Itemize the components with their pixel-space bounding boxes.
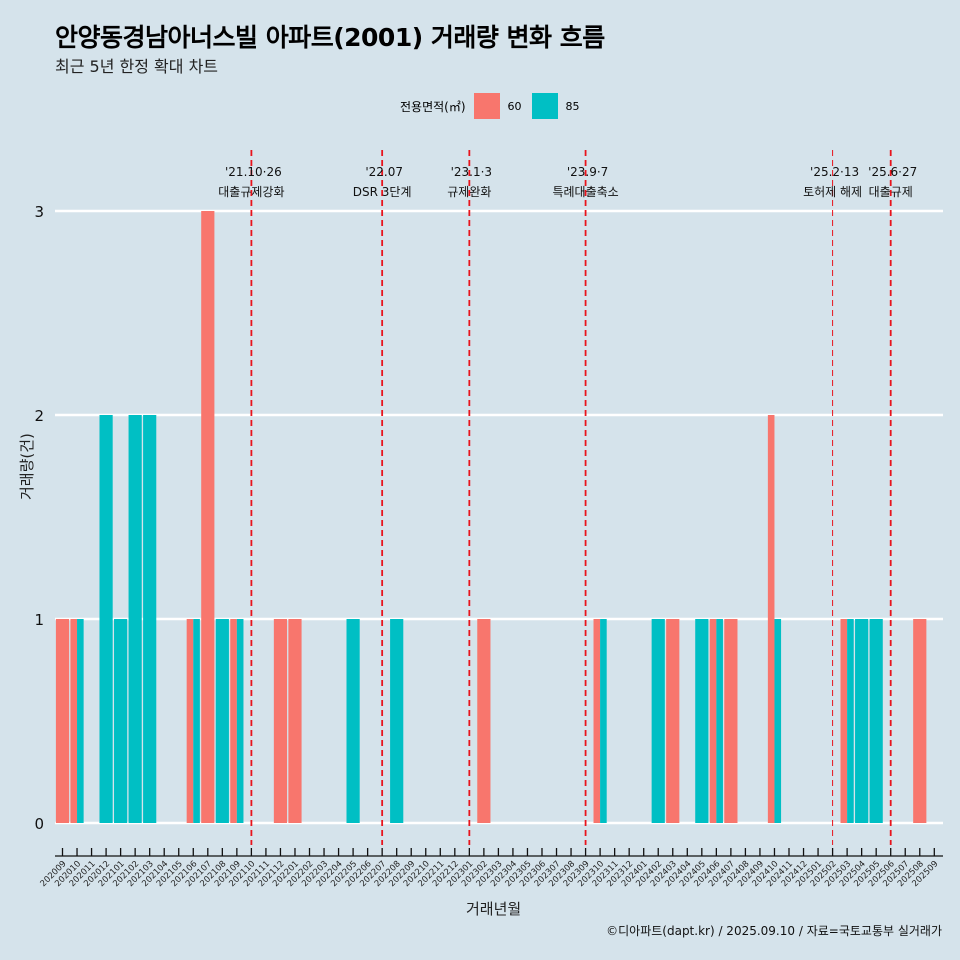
bar-85 (99, 415, 113, 823)
event-date: '25.6·27 (868, 165, 917, 179)
y-tick-label: 0 (34, 815, 44, 833)
bar-60 (288, 619, 302, 823)
event-label: 규제완화 (447, 185, 491, 199)
event-date: '23.1·3 (451, 165, 492, 179)
legend-label-85: 85 (565, 99, 580, 113)
bar-85 (600, 619, 607, 823)
bar-60 (593, 619, 601, 823)
bar-85 (716, 619, 723, 823)
event-lines (250, 150, 892, 845)
legend: 전용면적(㎡) 60 85 (400, 93, 590, 119)
bar-85 (77, 619, 84, 823)
event-label: 대출규제 (869, 185, 913, 199)
bar-60 (70, 619, 78, 823)
legend-title: 전용면적(㎡) (400, 99, 466, 114)
bar-85 (869, 619, 883, 823)
y-tick-label: 1 (34, 611, 44, 629)
bar-85 (390, 619, 404, 823)
bar-60 (477, 619, 491, 823)
event-date: '21.10·26 (225, 165, 282, 179)
bars (55, 211, 927, 823)
event-label: 특례대출축소 (552, 185, 618, 199)
bar-85 (774, 619, 782, 823)
bar-60 (666, 619, 680, 823)
event-date: '22.07 (365, 165, 403, 179)
bar-60 (55, 619, 70, 823)
event-label: 대출규제강화 (218, 185, 284, 199)
legend-swatch-60 (473, 93, 500, 119)
bar-85 (128, 415, 142, 823)
legend-swatch-85 (531, 93, 558, 119)
x-axis: 2020092020102020112020122021012021022021… (39, 848, 943, 889)
event-label: 토허제 해제 (803, 185, 862, 199)
bar-85 (346, 619, 360, 823)
legend-label-60: 60 (507, 99, 522, 113)
bar-85 (215, 619, 229, 823)
y-tick-label: 3 (34, 203, 44, 221)
bar-60 (230, 619, 237, 823)
event-label: DSR 3단계 (353, 185, 412, 199)
bar-85 (855, 619, 869, 823)
x-axis-label: 거래년월 (466, 900, 522, 918)
y-axis-label: 거래량(건) (18, 433, 36, 500)
bar-85 (114, 619, 128, 823)
y-tick-label: 2 (34, 407, 44, 425)
event-date: '23.9·7 (567, 165, 608, 179)
bar-60 (913, 619, 927, 823)
bar-85 (651, 619, 665, 823)
bar-85 (143, 415, 157, 823)
bar-85 (695, 619, 709, 823)
chart-subtitle: 최근 5년 한정 확대 차트 (55, 57, 219, 76)
bar-85 (847, 619, 854, 823)
chart-title: 안양동경남아너스빌 아파트(2001) 거래량 변화 흐름 (55, 23, 605, 52)
bar-85 (236, 619, 244, 823)
bar-60 (840, 619, 848, 823)
bar-85 (193, 619, 200, 823)
y-axis-ticks: 0 1 2 3 (34, 203, 44, 833)
source-caption: ©디아파트(dapt.kr) / 2025.09.10 / 자료=국토교통부 실… (606, 924, 942, 938)
bar-60 (273, 619, 288, 823)
event-annotations: '21.10·26 대출규제강화 '22.07 DSR 3단계 '23.1·3 규제완화 '… (218, 165, 917, 199)
bar-60 (186, 619, 194, 823)
bar-60 (201, 211, 215, 823)
bar-60 (724, 619, 738, 823)
bar-60 (709, 619, 717, 823)
event-date: '25.2·13 (810, 165, 859, 179)
bar-60 (767, 415, 775, 823)
